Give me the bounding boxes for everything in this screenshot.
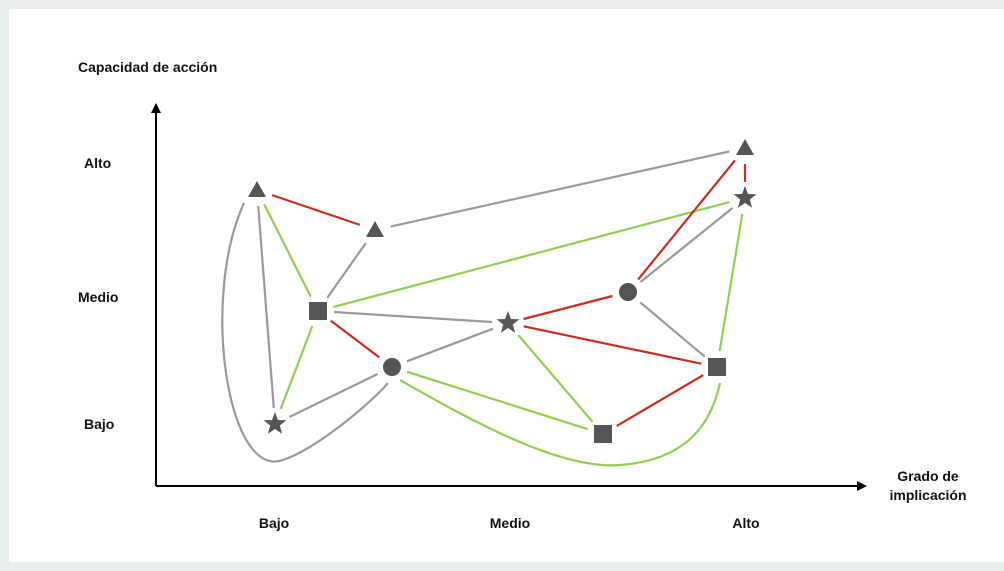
star-node-star1 bbox=[263, 412, 287, 434]
triangle-node-tri3 bbox=[736, 139, 754, 155]
link-tri1-circ1 bbox=[221, 202, 389, 463]
link-sq1-star1 bbox=[279, 325, 314, 410]
x-axis-title-line1: Grado de bbox=[897, 468, 959, 484]
y-tick-bajo: Bajo bbox=[84, 416, 114, 432]
link-sq1-circ1 bbox=[330, 319, 380, 359]
link-circ2-tri3 bbox=[637, 159, 736, 281]
link-star2-circ2 bbox=[523, 294, 613, 321]
circle-node-circ1 bbox=[383, 358, 401, 376]
x-axis-title-line2: implicación bbox=[889, 487, 966, 503]
link-circ1-sq3 bbox=[399, 379, 722, 467]
circle-node-circ2 bbox=[619, 283, 637, 301]
link-star1-circ1 bbox=[288, 373, 379, 418]
y-tick-medio: Medio bbox=[78, 289, 118, 305]
star-node-star3 bbox=[733, 186, 757, 208]
square-node-sq2 bbox=[594, 425, 612, 443]
link-sq1-star3 bbox=[333, 201, 730, 308]
triangle-node-tri2 bbox=[366, 221, 384, 237]
x-tick-medio: Medio bbox=[490, 515, 530, 531]
square-node-sq3 bbox=[708, 358, 726, 376]
triangle-node-tri1 bbox=[248, 181, 266, 197]
link-sq1-star2 bbox=[333, 310, 493, 324]
y-axis-title: Capacidad de acción bbox=[78, 59, 217, 75]
link-sq2-sq3 bbox=[616, 374, 704, 427]
star-node-star2 bbox=[496, 311, 520, 333]
square-node-sq1 bbox=[309, 302, 327, 320]
link-tri1-sq1 bbox=[263, 203, 312, 298]
link-star2-sq3 bbox=[523, 325, 702, 365]
y-tick-alto: Alto bbox=[84, 155, 111, 171]
link-circ1-sq2 bbox=[406, 370, 589, 431]
link-circ2-sq3 bbox=[639, 301, 706, 358]
diagram-panel bbox=[9, 9, 1004, 562]
x-tick-bajo: Bajo bbox=[259, 515, 289, 531]
link-circ1-star2 bbox=[406, 327, 494, 363]
nodes-layer bbox=[248, 139, 757, 443]
link-tri2-sq1 bbox=[326, 242, 367, 299]
x-tick-alto: Alto bbox=[732, 515, 759, 531]
link-star2-sq2 bbox=[517, 334, 594, 423]
link-circ2-star3 bbox=[639, 207, 734, 283]
link-tri1-star1 bbox=[257, 205, 275, 409]
link-star3-sq3 bbox=[718, 213, 744, 352]
link-tri2-tri3 bbox=[390, 150, 730, 228]
links-layer bbox=[221, 150, 747, 467]
link-tri1-tri2 bbox=[271, 194, 361, 226]
